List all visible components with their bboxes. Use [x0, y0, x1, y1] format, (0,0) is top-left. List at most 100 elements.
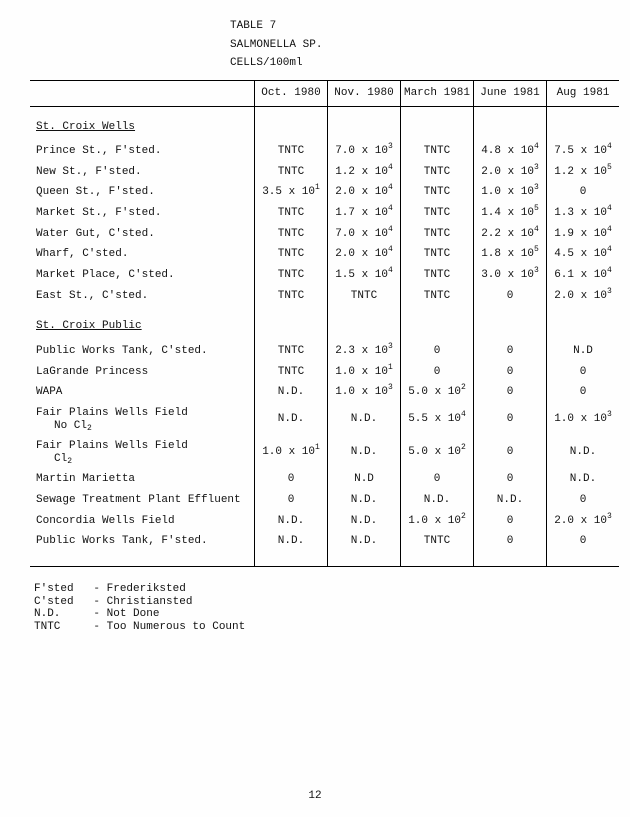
table-cell: TNTC — [255, 341, 328, 362]
table-cell: 0 — [547, 382, 620, 403]
table-cell: TNTC — [401, 531, 474, 566]
col-header: Oct. 1980 — [255, 80, 328, 106]
col-header-rowlabel — [30, 80, 255, 106]
table-cell: 7.0 x 103 — [328, 141, 401, 162]
table-subject: SALMONELLA SP. — [230, 39, 600, 52]
table-cell: 0 — [474, 341, 547, 362]
table-cell: TNTC — [255, 162, 328, 183]
data-table: Oct. 1980Nov. 1980March 1981June 1981Aug… — [30, 80, 619, 567]
row-label: Fair Plains Wells FieldNo Cl2 — [30, 403, 255, 436]
table-cell: N.D. — [401, 490, 474, 511]
table-head: Oct. 1980Nov. 1980March 1981June 1981Aug… — [30, 80, 619, 106]
table-cell: 1.2 x 104 — [328, 162, 401, 183]
table-cell: N.D. — [547, 469, 620, 490]
col-header: June 1981 — [474, 80, 547, 106]
table-cell — [328, 306, 401, 341]
table-cell: 1.0 x 101 — [328, 362, 401, 383]
col-header: March 1981 — [401, 80, 474, 106]
col-header: Nov. 1980 — [328, 80, 401, 106]
table-cell — [474, 306, 547, 341]
table-cell: 2.3 x 103 — [328, 341, 401, 362]
table-cell: 0 — [401, 341, 474, 362]
table-cell: 4.8 x 104 — [474, 141, 547, 162]
row-label: Fair Plains Wells FieldCl2 — [30, 436, 255, 469]
table-cell: 1.7 x 104 — [328, 203, 401, 224]
table-cell: N.D — [547, 341, 620, 362]
table-cell: 0 — [401, 469, 474, 490]
legend-row: N.D. - Not Done — [34, 608, 600, 621]
table-cell: 0 — [474, 403, 547, 436]
table-cell: 2.0 x 103 — [547, 286, 620, 307]
row-label: Public Works Tank, C'sted. — [30, 341, 255, 362]
table-cell: 5.0 x 102 — [401, 382, 474, 403]
table-cell: N.D. — [474, 490, 547, 511]
table-cell: 0 — [401, 362, 474, 383]
table-cell: 0 — [474, 436, 547, 469]
table-cell: TNTC — [401, 265, 474, 286]
table-cell: N.D. — [547, 436, 620, 469]
legend-row: C'sted - Christiansted — [34, 596, 600, 609]
table-cell: 0 — [547, 531, 620, 566]
table-cell — [547, 306, 620, 341]
row-label: Concordia Wells Field — [30, 511, 255, 532]
page: TABLE 7 SALMONELLA SP. CELLS/100ml Oct. … — [0, 0, 630, 817]
row-label: Sewage Treatment Plant Effluent — [30, 490, 255, 511]
table-cell — [474, 106, 547, 141]
row-label: New St., F'sted. — [30, 162, 255, 183]
table-cell: 2.0 x 103 — [547, 511, 620, 532]
table-cell: TNTC — [401, 286, 474, 307]
table-cell: 1.3 x 104 — [547, 203, 620, 224]
table-cell — [401, 106, 474, 141]
table-cell — [255, 306, 328, 341]
table-cell: TNTC — [401, 244, 474, 265]
table-cell: 2.2 x 104 — [474, 224, 547, 245]
row-label: Prince St., F'sted. — [30, 141, 255, 162]
table-cell: 1.8 x 105 — [474, 244, 547, 265]
table-cell: 2.0 x 104 — [328, 182, 401, 203]
table-cell: 2.0 x 104 — [328, 244, 401, 265]
table-cell: N.D. — [255, 382, 328, 403]
table-cell: N.D. — [255, 531, 328, 566]
table-cell: N.D. — [255, 511, 328, 532]
table-cell: 4.5 x 104 — [547, 244, 620, 265]
table-cell: TNTC — [401, 224, 474, 245]
table-cell: 0 — [474, 469, 547, 490]
table-cell: 0 — [474, 362, 547, 383]
table-cell: 7.5 x 104 — [547, 141, 620, 162]
table-cell: 3.0 x 103 — [474, 265, 547, 286]
row-label: East St., C'sted. — [30, 286, 255, 307]
table-cell: TNTC — [401, 141, 474, 162]
table-cell: 0 — [547, 362, 620, 383]
legend-row: TNTC - Too Numerous to Count — [34, 621, 600, 634]
table-cell — [547, 106, 620, 141]
table-cell: N.D. — [255, 403, 328, 436]
row-label: Martin Marietta — [30, 469, 255, 490]
table-cell: 3.5 x 101 — [255, 182, 328, 203]
table-cell: 0 — [255, 469, 328, 490]
row-label: Market St., F'sted. — [30, 203, 255, 224]
row-label: WAPA — [30, 382, 255, 403]
table-cell: 0 — [474, 286, 547, 307]
section-heading: St. Croix Wells — [30, 106, 255, 141]
table-cell: N.D — [328, 469, 401, 490]
table-cell: 7.0 x 104 — [328, 224, 401, 245]
table-cell: 0 — [474, 511, 547, 532]
table-cell: N.D. — [328, 436, 401, 469]
col-header: Aug 1981 — [547, 80, 620, 106]
table-cell: TNTC — [255, 362, 328, 383]
legend: F'sted - FrederikstedC'sted - Christians… — [34, 583, 600, 634]
table-cell — [328, 106, 401, 141]
table-cell: 1.5 x 104 — [328, 265, 401, 286]
row-label: Public Works Tank, F'sted. — [30, 531, 255, 566]
table-cell: N.D. — [328, 403, 401, 436]
table-cell: 2.0 x 103 — [474, 162, 547, 183]
table-body: St. Croix WellsPrince St., F'sted.TNTC7.… — [30, 106, 619, 566]
table-cell: 0 — [474, 382, 547, 403]
table-cell: N.D. — [328, 531, 401, 566]
title-block: TABLE 7 SALMONELLA SP. CELLS/100ml — [230, 20, 600, 70]
page-number: 12 — [0, 790, 630, 803]
table-cell: TNTC — [255, 203, 328, 224]
row-label: Queen St., F'sted. — [30, 182, 255, 203]
table-cell: 1.0 x 102 — [401, 511, 474, 532]
table-cell: TNTC — [255, 141, 328, 162]
